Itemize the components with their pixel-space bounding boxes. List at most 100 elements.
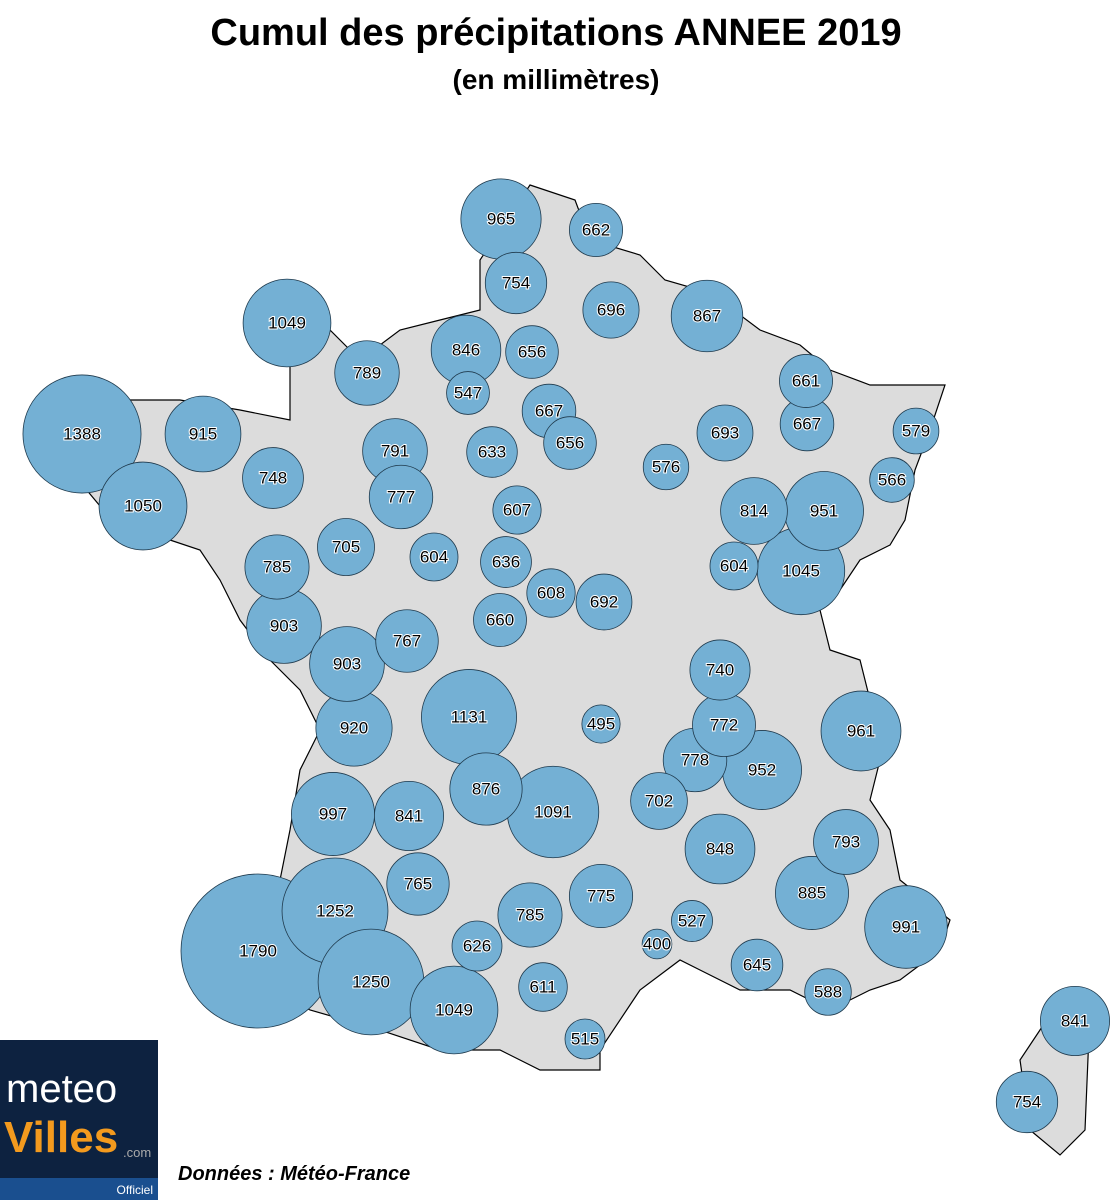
rain-label: 1388 bbox=[63, 425, 101, 444]
rain-bubble bbox=[526, 568, 576, 618]
rain-bubble bbox=[864, 885, 948, 969]
rain-label: 765 bbox=[404, 875, 432, 894]
rain-label: 515 bbox=[571, 1030, 599, 1049]
rain-label: 903 bbox=[333, 655, 361, 674]
rain-label: 791 bbox=[381, 442, 409, 461]
logo-box bbox=[0, 1040, 158, 1200]
rain-bubble bbox=[813, 809, 879, 875]
rain-bubble bbox=[480, 536, 532, 588]
subtitle: (en millimètres) bbox=[453, 64, 660, 95]
rain-label: 626 bbox=[463, 937, 491, 956]
rain-label: 1049 bbox=[435, 1001, 473, 1020]
source: Données : Météo-France bbox=[178, 1163, 410, 1185]
rain-bubble bbox=[641, 928, 673, 960]
rain-label: 645 bbox=[743, 956, 771, 975]
rain-bubble bbox=[569, 203, 623, 257]
rain-label: 566 bbox=[878, 471, 906, 490]
rain-label: 607 bbox=[503, 501, 531, 520]
logo-villes: Villes bbox=[4, 1113, 118, 1162]
rain-label: 1790 bbox=[239, 942, 277, 961]
rain-bubble bbox=[317, 518, 375, 576]
rain-bubble bbox=[242, 447, 304, 509]
rain-label: 991 bbox=[892, 918, 920, 937]
rain-label: 656 bbox=[556, 434, 584, 453]
rain-label: 661 bbox=[792, 372, 820, 391]
rain-label: 767 bbox=[393, 632, 421, 651]
rain-label: 848 bbox=[706, 840, 734, 859]
rain-label: 772 bbox=[710, 716, 738, 735]
rain-label: 693 bbox=[711, 424, 739, 443]
rain-bubble bbox=[375, 609, 439, 673]
bubbles: 1790 1388 1252 1250 1131 1091 1050 1049 1049 1045… bbox=[22, 178, 1110, 1134]
rain-label: 961 bbox=[847, 722, 875, 741]
rain-bubble bbox=[242, 278, 332, 368]
rain-bubble bbox=[409, 965, 499, 1055]
rain-bubble bbox=[518, 962, 568, 1012]
rain-bubble bbox=[451, 920, 503, 972]
rain-bubble bbox=[689, 639, 751, 701]
rain-label: 1045 bbox=[782, 562, 820, 581]
rain-bubble bbox=[696, 404, 754, 462]
rain-bubble bbox=[564, 1018, 606, 1060]
rain-bubble bbox=[820, 690, 902, 772]
rain-label: 793 bbox=[832, 833, 860, 852]
rain-label: 965 bbox=[487, 210, 515, 229]
rain-label: 692 bbox=[590, 593, 618, 612]
rain-label: 785 bbox=[263, 558, 291, 577]
rain-bubble bbox=[995, 1070, 1059, 1134]
rain-label: 785 bbox=[516, 906, 544, 925]
rain-bubble bbox=[505, 325, 559, 379]
rain-label: 754 bbox=[502, 274, 530, 293]
rain-bubble bbox=[804, 968, 852, 1016]
rain-bubble bbox=[309, 626, 385, 702]
rain-label: 527 bbox=[678, 912, 706, 931]
rain-label: 702 bbox=[645, 792, 673, 811]
rain-label: 789 bbox=[353, 364, 381, 383]
rain-label: 920 bbox=[340, 719, 368, 738]
rain-label: 867 bbox=[693, 307, 721, 326]
rain-label: 1050 bbox=[124, 497, 162, 516]
rain-label: 814 bbox=[740, 502, 768, 521]
rain-label: 997 bbox=[319, 805, 347, 824]
rain-bubble bbox=[775, 856, 849, 930]
rain-bubble bbox=[466, 426, 518, 478]
logo-com: .com bbox=[123, 1145, 151, 1160]
rain-label: 1091 bbox=[534, 803, 572, 822]
rain-label: 775 bbox=[587, 887, 615, 906]
rain-bubble bbox=[164, 395, 242, 473]
rain-bubble bbox=[449, 752, 523, 826]
rain-bubble bbox=[492, 485, 542, 535]
title: Cumul des précipitations ANNEE 2019 bbox=[210, 12, 901, 54]
rain-label: 885 bbox=[798, 884, 826, 903]
rain-label: 576 bbox=[652, 458, 680, 477]
rain-label: 846 bbox=[452, 341, 480, 360]
rain-label: 547 bbox=[454, 384, 482, 403]
rain-bubble bbox=[568, 863, 634, 929]
rain-label: 400 bbox=[643, 935, 671, 954]
rain-label: 951 bbox=[810, 502, 838, 521]
rain-bubble bbox=[22, 374, 142, 494]
rain-bubble bbox=[709, 541, 759, 591]
rain-bubble bbox=[670, 279, 744, 353]
rain-bubble bbox=[368, 464, 434, 530]
rain-label: 1252 bbox=[316, 902, 354, 921]
rain-bubble bbox=[779, 354, 833, 408]
rain-bubble bbox=[543, 416, 597, 470]
rain-label: 754 bbox=[1013, 1093, 1041, 1112]
rain-label: 841 bbox=[395, 807, 423, 826]
rain-bubble bbox=[630, 772, 688, 830]
rain-bubble bbox=[98, 461, 188, 551]
rain-bubble bbox=[409, 532, 459, 582]
rain-bubble bbox=[446, 371, 490, 415]
rain-label: 748 bbox=[259, 469, 287, 488]
rain-bubble bbox=[730, 938, 784, 992]
rain-label: 903 bbox=[270, 617, 298, 636]
rain-label: 915 bbox=[189, 425, 217, 444]
rain-label: 1250 bbox=[352, 973, 390, 992]
rain-bubble bbox=[869, 457, 915, 503]
rain-label: 604 bbox=[420, 548, 448, 567]
rain-bubble bbox=[684, 813, 756, 885]
rain-bubble bbox=[582, 281, 640, 339]
rain-label: 952 bbox=[748, 761, 776, 780]
